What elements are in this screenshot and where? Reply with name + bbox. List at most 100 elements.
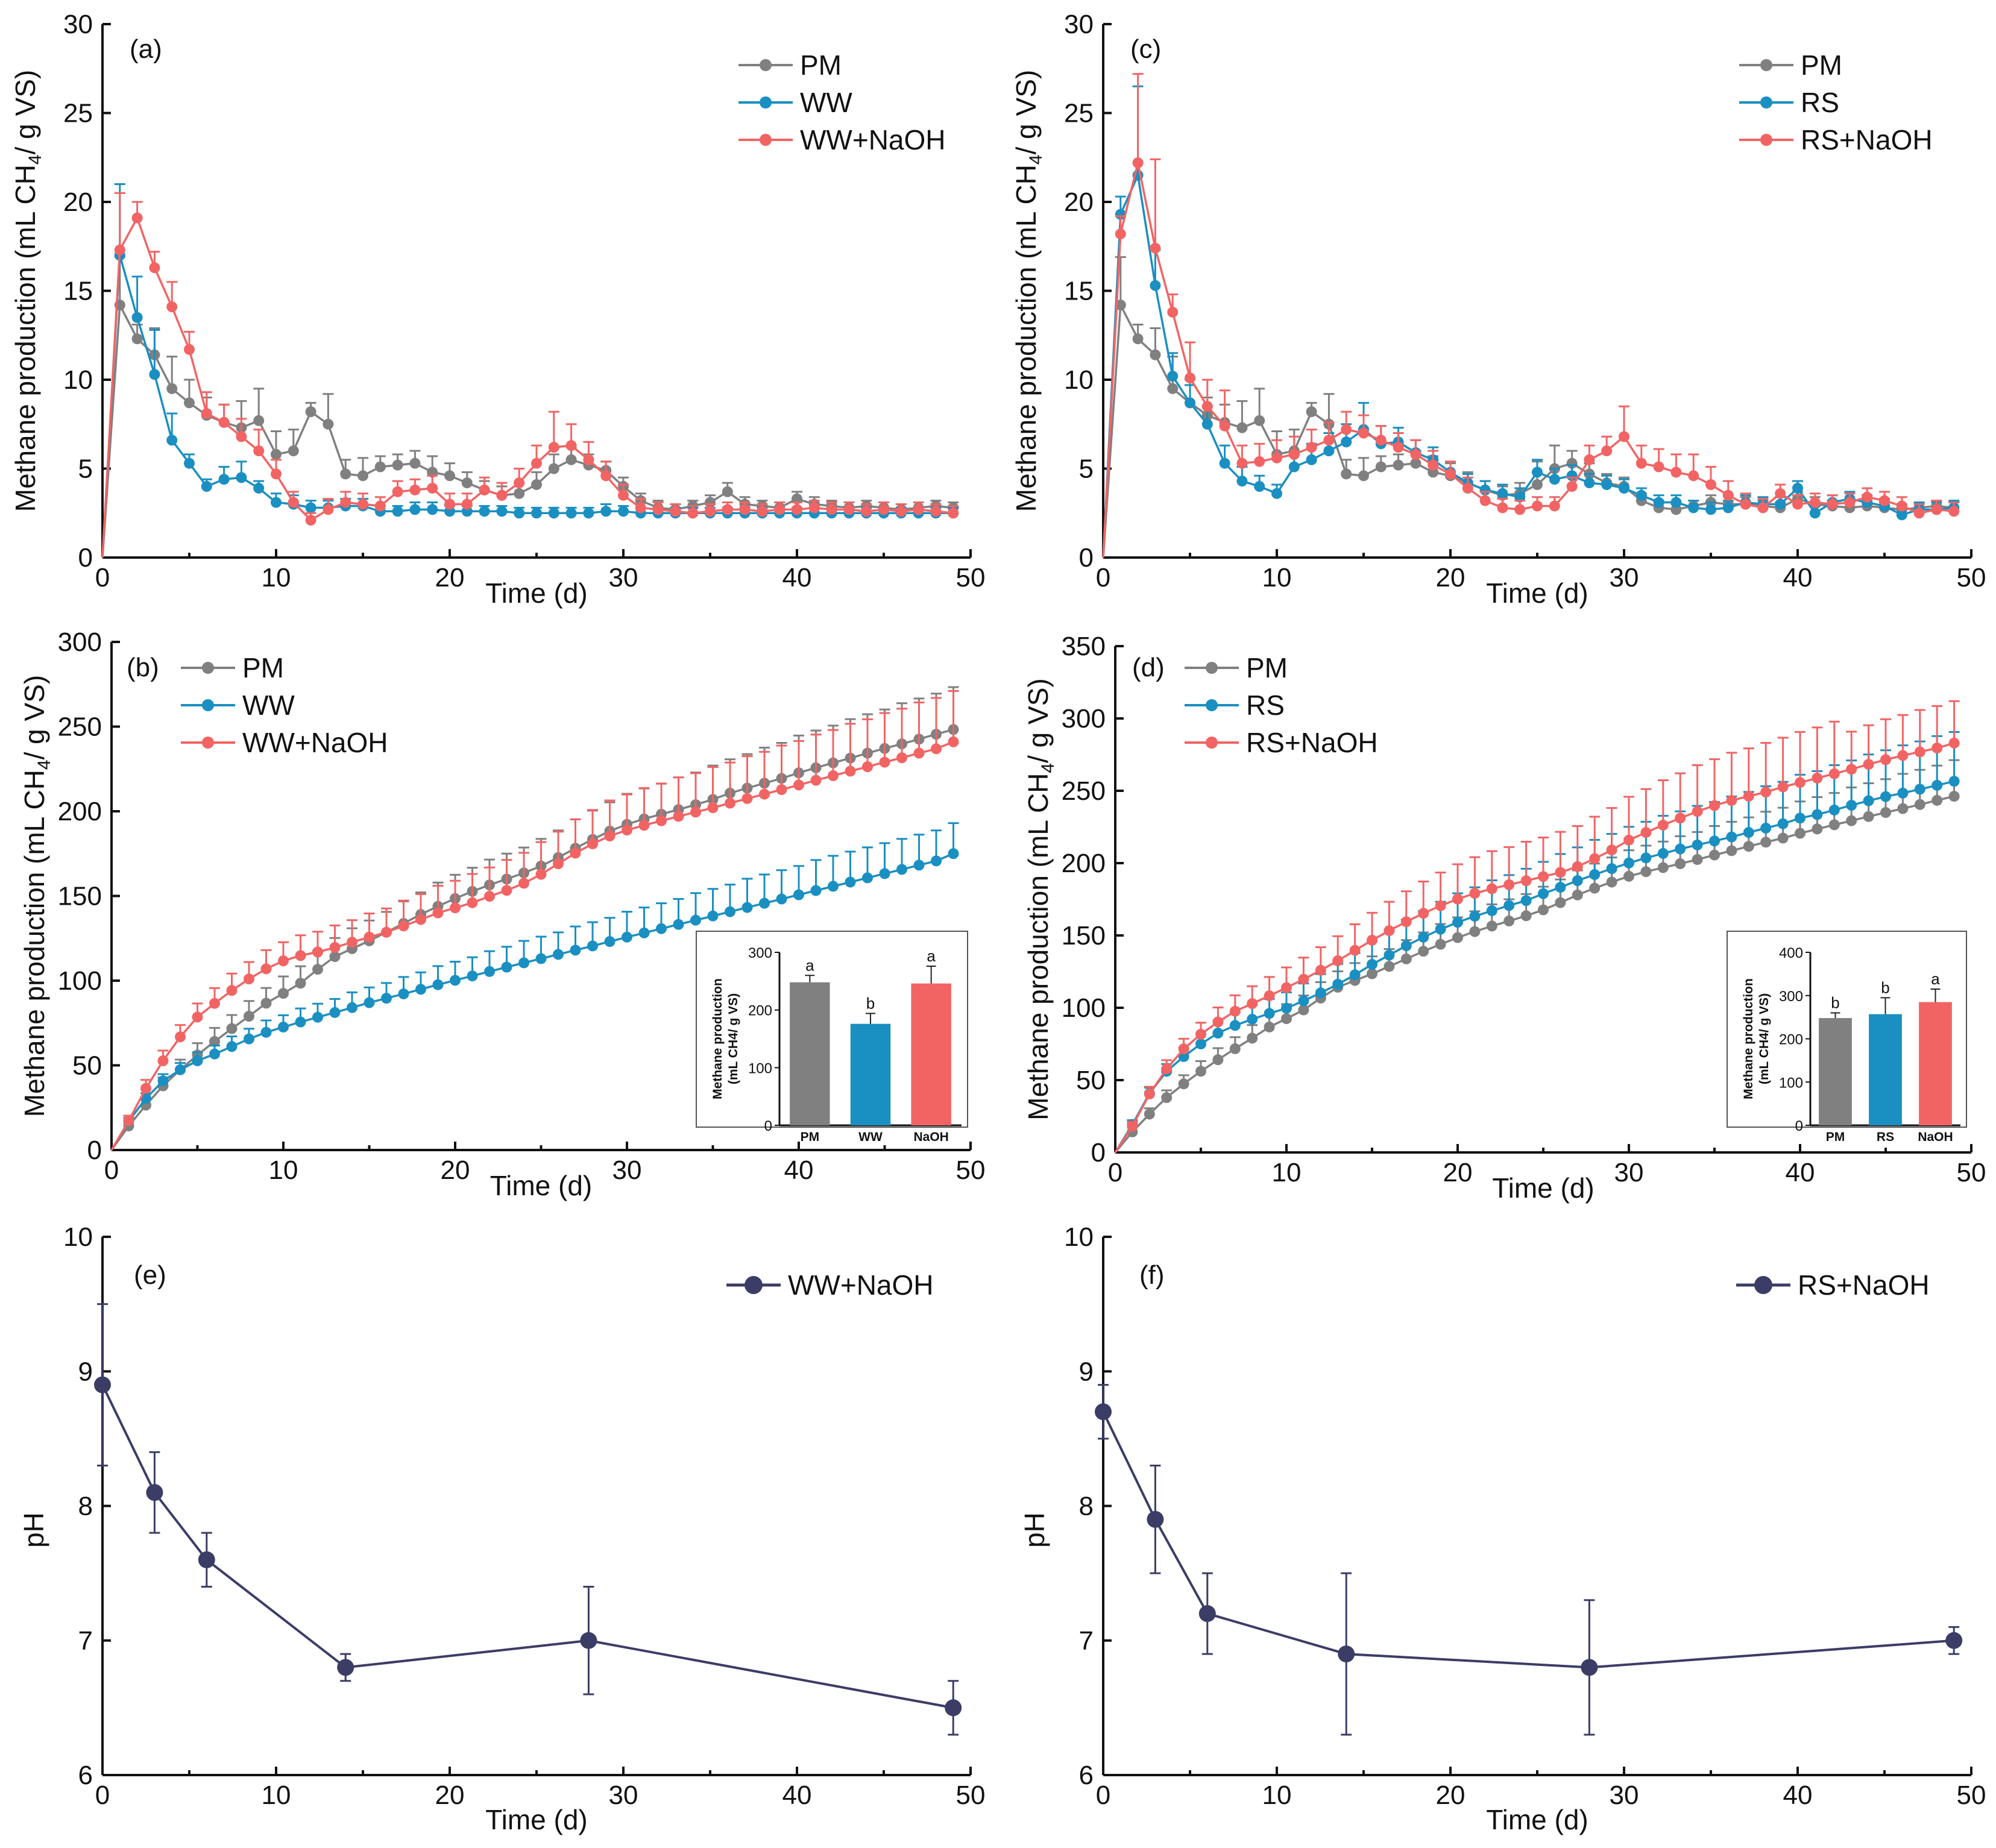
data-point xyxy=(1428,459,1439,471)
inset-category-label: PM xyxy=(801,1130,820,1144)
y-axis-title-main: Methane production (mL CH xyxy=(10,165,41,512)
data-point xyxy=(1623,857,1634,869)
data-point xyxy=(565,508,577,519)
data-point xyxy=(415,914,426,925)
data-point xyxy=(1709,849,1720,861)
x-tick-label: 50 xyxy=(1957,563,1986,592)
data-point xyxy=(1879,495,1890,506)
data-point xyxy=(945,1699,962,1717)
data-point xyxy=(146,1484,163,1501)
y-tick-label: 0 xyxy=(87,1136,102,1165)
legend-marker xyxy=(1206,699,1218,711)
x-tick-label: 40 xyxy=(1783,563,1813,592)
data-point xyxy=(1306,406,1317,418)
data-point xyxy=(1435,900,1446,911)
data-point xyxy=(1692,854,1703,865)
data-point xyxy=(1948,737,1960,749)
data-point xyxy=(722,504,733,515)
data-point xyxy=(741,902,753,913)
data-point xyxy=(1236,476,1248,487)
y-tick-label: 15 xyxy=(1064,277,1094,306)
data-point xyxy=(896,752,907,764)
data-point xyxy=(1653,497,1664,508)
data-point xyxy=(1212,1028,1224,1039)
data-point xyxy=(548,463,559,474)
data-point xyxy=(548,442,559,453)
data-point xyxy=(1657,847,1669,859)
data-point xyxy=(618,506,629,517)
data-point xyxy=(1775,498,1786,510)
data-point xyxy=(209,1048,220,1060)
x-tick-label: 30 xyxy=(609,1780,638,1810)
data-point xyxy=(1757,502,1769,514)
y-tick-label: 10 xyxy=(63,365,93,395)
data-point xyxy=(288,497,299,508)
data-point xyxy=(1229,1020,1241,1031)
data-point xyxy=(295,1016,306,1028)
series-rs-naoh xyxy=(1114,700,1960,1153)
data-point xyxy=(1688,470,1699,482)
data-point xyxy=(1670,467,1682,478)
data-point xyxy=(278,1021,289,1032)
panel-label: (d) xyxy=(1132,653,1165,682)
data-point xyxy=(337,1659,354,1676)
data-point xyxy=(1566,457,1578,469)
data-point xyxy=(931,855,942,867)
legend-label: RS+NaOH xyxy=(1801,124,1933,156)
data-point xyxy=(192,1011,203,1023)
data-point xyxy=(1410,448,1421,460)
data-point xyxy=(1445,468,1456,480)
data-point xyxy=(1400,940,1412,952)
data-point xyxy=(1315,987,1326,999)
data-point xyxy=(1201,418,1213,430)
inset-y-axis-title: Methane production (mL CH4/ g VS) xyxy=(1742,978,1771,1099)
data-point xyxy=(565,454,577,465)
data-point xyxy=(166,383,178,394)
data-point xyxy=(725,797,735,809)
data-point xyxy=(580,1632,597,1649)
data-point xyxy=(501,885,512,896)
data-point xyxy=(323,418,334,430)
data-point xyxy=(1549,500,1560,512)
data-point xyxy=(739,504,751,515)
data-point xyxy=(1486,920,1497,932)
data-point xyxy=(131,333,143,345)
data-point xyxy=(535,953,547,964)
data-point xyxy=(1281,1013,1292,1024)
data-point xyxy=(1675,812,1686,824)
legend-marker xyxy=(1206,737,1218,749)
x-tick-label: 20 xyxy=(1436,563,1466,592)
data-point xyxy=(810,885,822,896)
data-point xyxy=(1931,794,1943,806)
data-point xyxy=(1538,888,1549,899)
data-point xyxy=(157,1055,169,1066)
data-point xyxy=(570,847,581,859)
data-point xyxy=(1247,998,1258,1010)
data-point xyxy=(1760,787,1772,798)
data-point xyxy=(1452,917,1463,928)
data-point xyxy=(826,504,837,515)
legend-label: PM xyxy=(242,652,284,684)
legend-marker xyxy=(760,59,772,71)
legend-marker xyxy=(202,737,214,749)
data-point xyxy=(1532,467,1543,478)
data-point xyxy=(1572,889,1583,900)
data-point xyxy=(1349,944,1361,956)
series-rs-naoh xyxy=(1095,1384,1963,1736)
data-point xyxy=(1520,910,1532,922)
data-point xyxy=(1795,828,1806,839)
x-tick-label: 30 xyxy=(609,563,638,592)
data-point xyxy=(1775,488,1786,499)
x-tick-label: 20 xyxy=(435,1780,465,1810)
data-point xyxy=(1931,504,1942,515)
data-point xyxy=(1400,916,1412,928)
inset-y-title-line2: (mL CH4/ g VS) xyxy=(726,993,740,1084)
series-line xyxy=(101,1384,954,1709)
data-point xyxy=(364,997,375,1008)
data-point xyxy=(398,920,409,932)
data-point xyxy=(1705,504,1716,515)
data-point xyxy=(1219,457,1230,469)
data-point xyxy=(149,369,160,380)
data-point xyxy=(1914,746,1925,758)
x-tick-label: 20 xyxy=(1436,1780,1466,1810)
